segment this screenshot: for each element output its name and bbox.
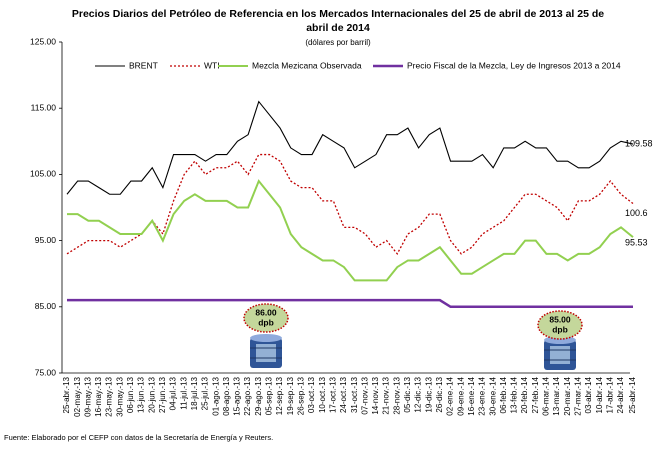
- x-tick-label: 05-dic.-13: [403, 376, 412, 412]
- source-note: Fuente: Elaborado por el CEFP con datos …: [4, 433, 273, 442]
- x-tick-label: 16-may.-13: [94, 376, 103, 416]
- x-tick-label: 13-feb.-14: [510, 376, 519, 413]
- x-tick-label: 26-sep.-13: [296, 376, 305, 415]
- x-tick-label: 30-ene.-14: [488, 376, 497, 415]
- barrel: [544, 336, 576, 370]
- legend-label: BRENT: [129, 60, 158, 70]
- annotation-bubble: [537, 310, 583, 340]
- x-tick-label: 20-mar.-14: [563, 376, 572, 415]
- x-tick-label: 28-nov.-13: [392, 376, 401, 414]
- annotation-text: 85.00: [549, 314, 571, 324]
- series-line: [66, 153, 634, 256]
- legend-label: WTI: [204, 60, 220, 70]
- x-tick-label: 17-oct.-13: [328, 376, 337, 413]
- chart-title: Precios Diarios del Petróleo de Referenc…: [72, 8, 604, 34]
- y-tick-label: 105.00: [30, 169, 56, 179]
- chart-subtitle: (dólares por barril): [305, 38, 371, 47]
- series-line: [67, 298, 633, 309]
- x-tick-label: 09-may.-13: [83, 376, 92, 416]
- x-tick-label: 04-jul.-13: [169, 376, 178, 410]
- x-tick-label: 25-jul.-13: [201, 376, 210, 410]
- x-tick-label: 27-feb.-14: [531, 376, 540, 413]
- annotation-bubble: [243, 303, 289, 333]
- x-tick-label: 03-abr.-14: [584, 376, 593, 413]
- x-tick-label: 24-oct.-13: [339, 376, 348, 413]
- x-tick-label: 02-ene.-14: [446, 376, 455, 415]
- x-tick-label: 06-feb.-14: [499, 376, 508, 413]
- annotation-text: dpb: [552, 324, 568, 334]
- x-tick-label: 19-sep.-13: [286, 376, 295, 415]
- y-tick-label: 75.00: [35, 367, 57, 377]
- annotation-text: dpb: [258, 317, 274, 327]
- legend-label: Mezcla Mezicana Observada: [252, 60, 362, 70]
- x-tick-label: 06-mar.-14: [542, 376, 551, 415]
- series-line: [67, 179, 634, 282]
- x-tick-label: 26-dic.-13: [435, 376, 444, 412]
- x-tick-label: 27-mar.-14: [573, 376, 582, 415]
- x-tick-label: 05-sep.-13: [265, 376, 274, 415]
- x-tick-label: 14-nov.-13: [371, 376, 380, 414]
- end-value-label: 100.6: [625, 208, 648, 218]
- x-tick-label: 19-dic.-13: [424, 376, 433, 412]
- x-tick-label: 12-sep.-13: [275, 376, 284, 415]
- x-tick-label: 25-abr.-13: [62, 376, 71, 413]
- x-tick-label: 10-oct.-13: [318, 376, 327, 413]
- legend-label: Precio Fiscal de la Mezcla, Ley de Ingre…: [407, 60, 621, 70]
- x-tick-label: 13-jun.-13: [137, 376, 146, 413]
- x-tick-label: 08-ago.-13: [222, 376, 231, 415]
- x-tick-label: 07-nov.-13: [360, 376, 369, 414]
- y-tick-label: 115.00: [31, 102, 57, 112]
- x-tick-label: 30-may.-13: [115, 376, 124, 416]
- x-tick-label: 24-abr.-14: [616, 376, 625, 413]
- x-tick-label: 10-abr.-14: [595, 376, 604, 413]
- x-tick-label: 01-ago.-13: [211, 376, 220, 415]
- x-tick-label: 03-oct.-13: [307, 376, 316, 413]
- y-tick-label: 85.00: [35, 301, 57, 311]
- x-tick-label: 31-oct.-13: [350, 376, 359, 413]
- x-tick-label: 20-feb.-14: [520, 376, 529, 413]
- x-tick-label: 15-ago.-13: [233, 376, 242, 415]
- annotation-text: 86.00: [255, 307, 277, 317]
- barrel: [250, 334, 282, 368]
- x-tick-label: 20-jun.-13: [147, 376, 156, 413]
- x-tick-label: 25-abr.-14: [628, 376, 637, 413]
- x-tick-label: 11-jul.-13: [179, 376, 188, 409]
- x-tick-label: 13-mar.-14: [552, 376, 561, 415]
- end-value-label: 95.53: [625, 237, 648, 247]
- x-tick-label: 17-abr.-14: [605, 376, 614, 413]
- x-tick-label: 12-dic.-13: [414, 376, 423, 412]
- x-tick-label: 18-jul.-13: [190, 376, 199, 410]
- y-tick-label: 125.00: [30, 36, 56, 46]
- x-tick-label: 21-nov.-13: [382, 376, 391, 414]
- x-tick-label: 06-jun.-13: [126, 376, 135, 413]
- x-tick-label: 02-may.-13: [73, 376, 82, 416]
- x-tick-label: 27-jun.-13: [158, 376, 167, 413]
- end-value-label: 109.58: [625, 138, 653, 148]
- x-tick-label: 23-ene.-14: [478, 376, 487, 415]
- y-tick-label: 95.00: [35, 235, 57, 245]
- x-tick-label: 22-ago.-13: [243, 376, 252, 415]
- x-tick-label: 29-ago.-13: [254, 376, 263, 415]
- x-tick-label: 23-may.-13: [105, 376, 114, 416]
- x-tick-label: 09-ene.-14: [456, 376, 465, 415]
- x-tick-label: 16-ene.-14: [467, 376, 476, 415]
- series-line: [66, 100, 634, 195]
